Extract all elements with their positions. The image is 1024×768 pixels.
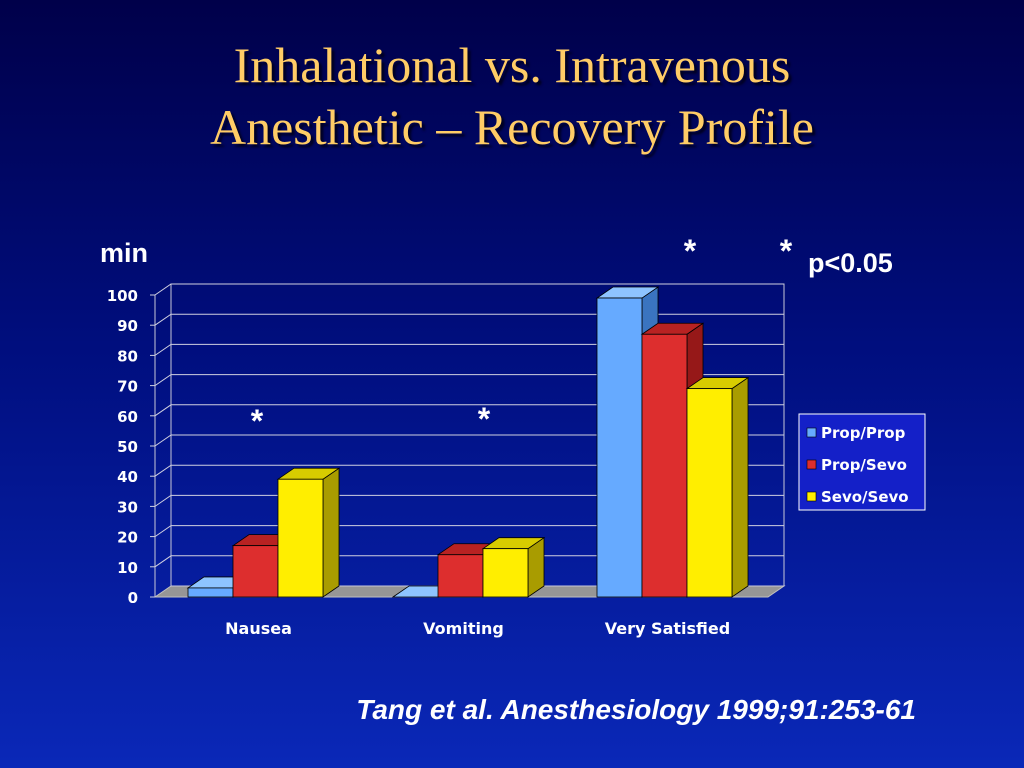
y-axis-title: min (100, 238, 148, 268)
slide-title-line-2: Anesthetic – Recovery Profile (210, 99, 814, 155)
bar-side-sevo-sevo (322, 467, 340, 598)
gridline (154, 343, 784, 356)
y-tick-label: 80 (117, 347, 138, 365)
bar-prop-sevo (437, 554, 484, 598)
gridline (154, 313, 784, 326)
y-tick-label: 90 (117, 317, 138, 335)
y-tick-label: 60 (117, 408, 138, 426)
gridline (154, 494, 784, 507)
category-label: Vomiting (423, 619, 504, 638)
gridline (154, 555, 784, 568)
significance-asterisk: * (684, 233, 697, 269)
significance-note: p<0.05 (808, 248, 893, 278)
category-label: Nausea (225, 619, 292, 638)
gridline (154, 525, 784, 538)
legend-label: Prop/Prop (821, 424, 906, 442)
legend-swatch (806, 427, 817, 438)
bar-prop-sevo (232, 545, 279, 598)
legend-swatch (806, 459, 817, 470)
slide-title: Inhalational vs. Intravenous Anesthetic … (0, 34, 1024, 158)
legend-label: Sevo/Sevo (821, 488, 909, 506)
gridline (154, 404, 784, 417)
bar-sevo-sevo (482, 548, 529, 598)
significance-asterisk: * (251, 403, 264, 439)
legend-swatch (806, 491, 817, 502)
legend-box (798, 413, 926, 511)
bar-prop-prop (596, 297, 643, 598)
bar-side-sevo-sevo (731, 376, 749, 598)
y-tick-label: 0 (128, 589, 138, 607)
significance-note-asterisk: * (780, 233, 793, 269)
category-label: Very Satisfied (605, 619, 730, 638)
citation: Tang et al. Anesthesiology 1999;91:253-6… (356, 694, 916, 725)
bar-sevo-sevo (686, 388, 733, 598)
y-tick-label: 30 (117, 498, 138, 516)
y-tick-label: 20 (117, 529, 138, 547)
y-tick-label: 10 (117, 559, 138, 577)
gridline (154, 283, 784, 296)
gridline (154, 374, 784, 387)
legend-label: Prop/Sevo (821, 456, 907, 474)
y-tick-label: 70 (117, 378, 138, 396)
bar-sevo-sevo (277, 478, 324, 598)
slide-title-line-1: Inhalational vs. Intravenous (233, 37, 791, 93)
gridline (154, 464, 784, 477)
gridline (154, 434, 784, 447)
y-tick-label: 40 (117, 468, 138, 486)
bar-prop-sevo (641, 333, 688, 598)
significance-asterisk: * (478, 401, 491, 437)
y-tick-label: 100 (107, 287, 138, 305)
bar-prop-prop (187, 587, 234, 598)
y-tick-label: 50 (117, 438, 138, 456)
